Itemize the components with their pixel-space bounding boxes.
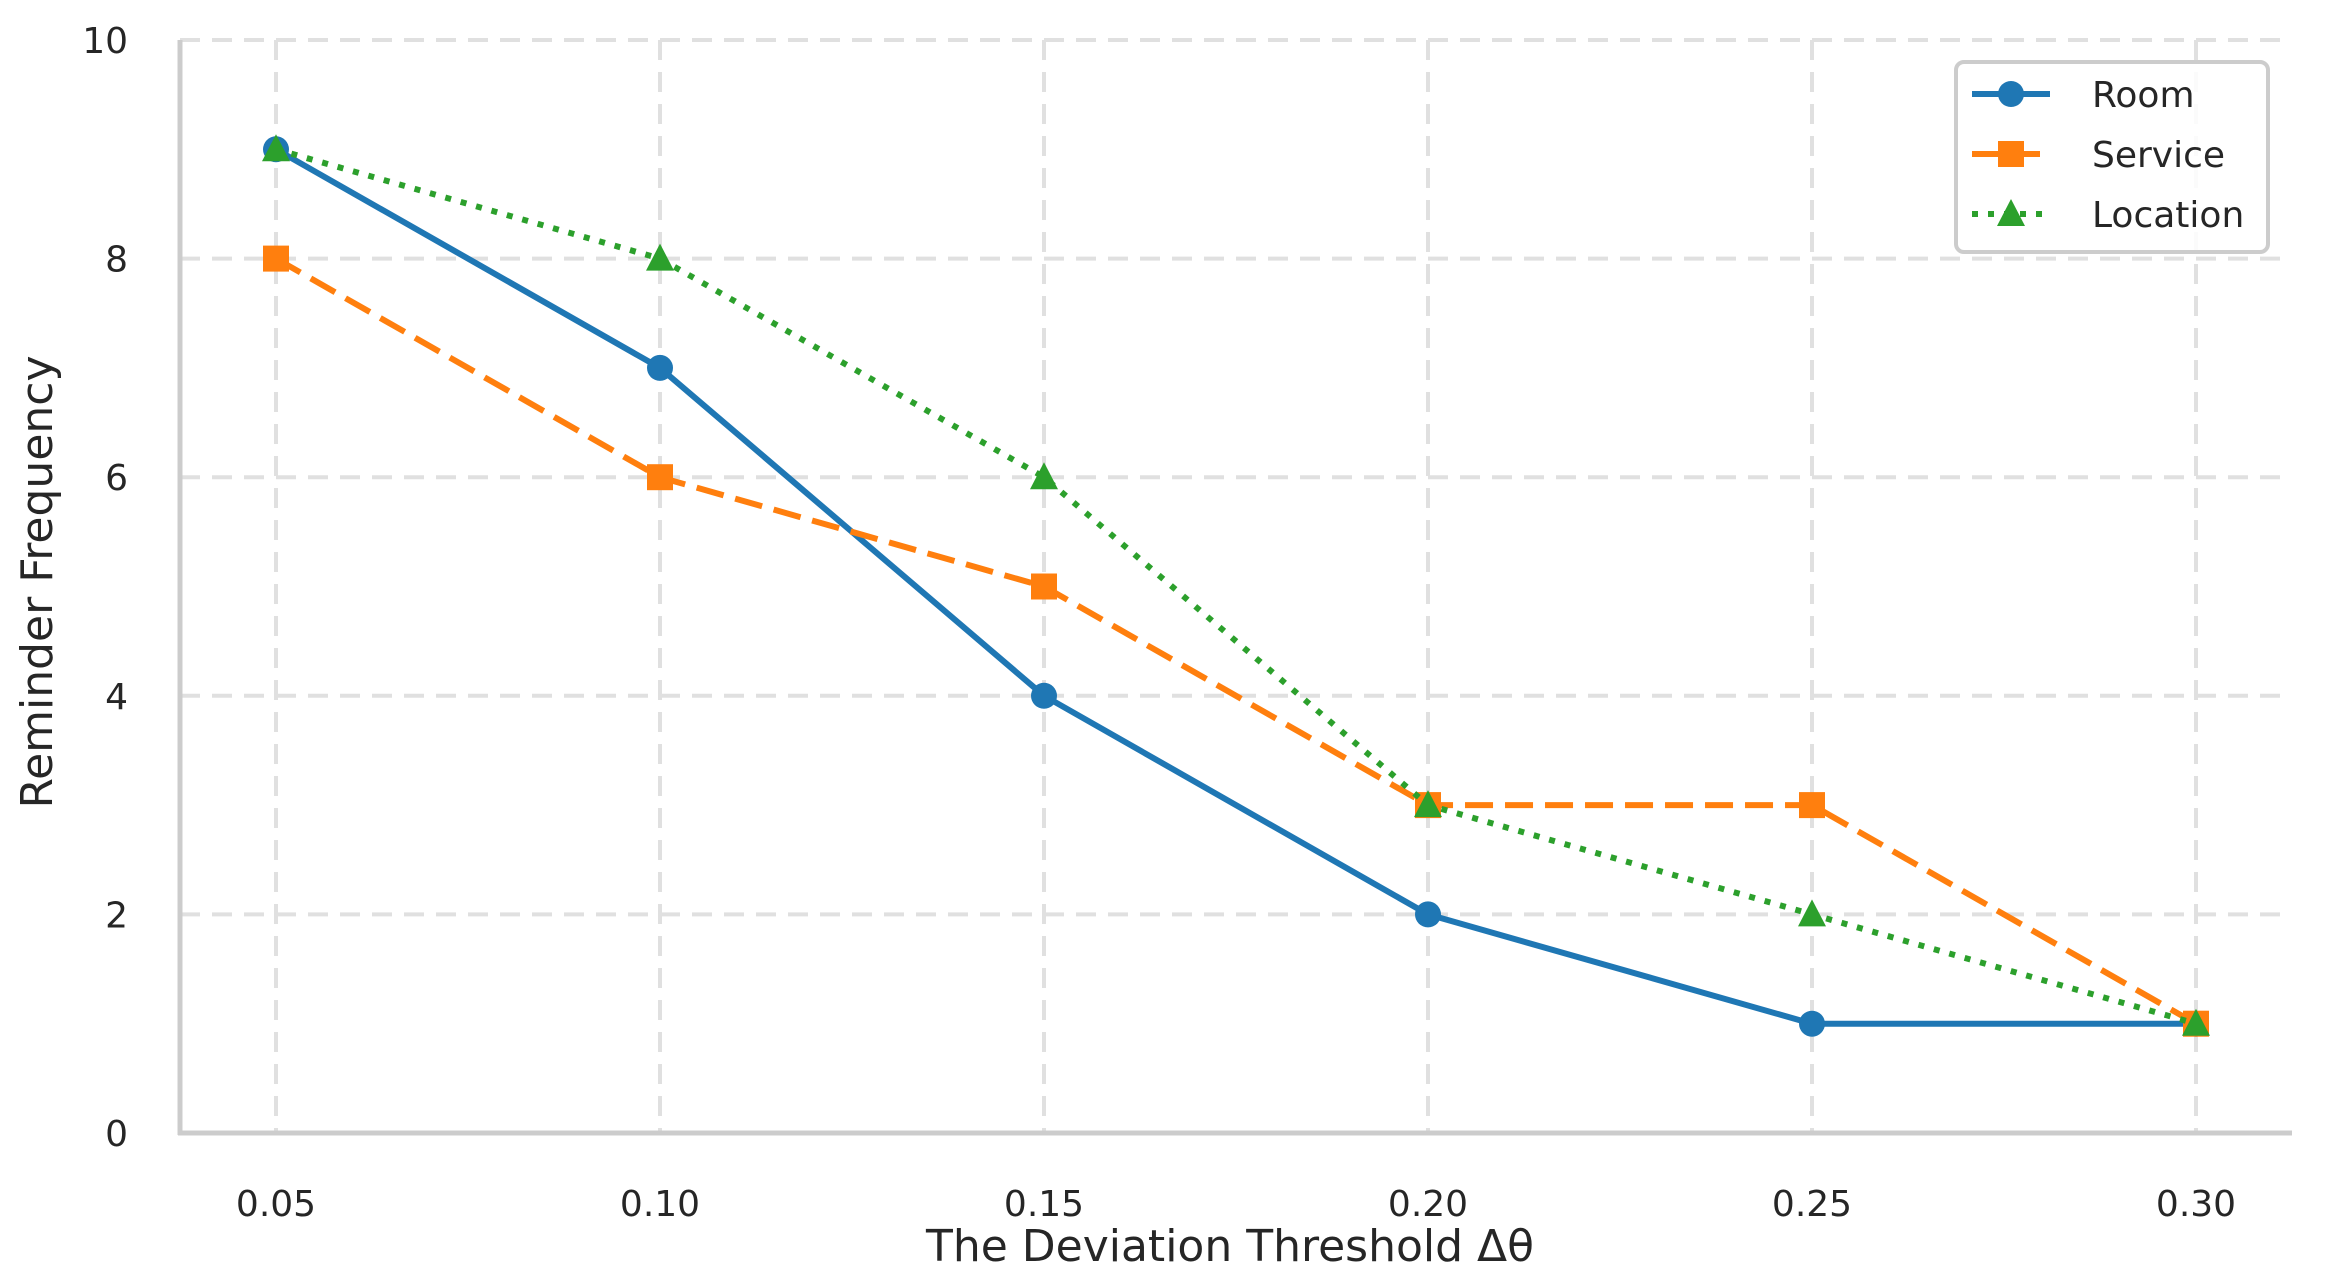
legend-marker-room [1998,81,2024,107]
x-tick-label: 0.05 [236,1184,316,1225]
data-point-location [1030,462,1058,490]
x-tick-label: 0.25 [1772,1184,1852,1225]
x-tick-label: 0.10 [620,1184,700,1225]
series-line-location [275,146,2197,1027]
data-point-service [1799,792,1825,819]
legend-frame [1954,60,2270,254]
legend-marker-location [1997,199,2025,226]
series-line-room [274,146,2196,1027]
legend-label-service: Service [2092,135,2225,176]
series-line-service [274,255,2198,1027]
x-tick-label: 0.20 [1388,1184,1468,1225]
y-tick-label: 4 [105,677,128,718]
y-axis-label: Reminder Frequency [12,355,63,808]
legend-entry-location: Location [1972,195,2244,236]
data-point-location [1798,899,1826,927]
series-room [263,136,2209,1037]
legend-marker-service [1998,141,2024,167]
data-point-location [262,134,290,162]
series-layer [262,134,2210,1037]
data-point-room [1031,682,1057,709]
data-point-room [1415,901,1441,928]
legend: Room Service Location [1954,60,2270,254]
x-axis-label: The Deviation Threshold Δθ [925,1221,1534,1272]
data-point-service [1031,573,1057,600]
y-tick-label: 8 [105,240,128,281]
data-point-location [1414,790,1442,818]
data-point-room [647,354,673,381]
legend-label-location: Location [2092,195,2244,236]
legend-entry-service: Service [1972,135,2225,176]
x-axis-ticks: 0.05 0.10 0.15 0.20 0.25 0.30 [236,1184,2236,1225]
legend-entry-room: Room [1972,75,2195,116]
data-point-service [263,245,289,272]
y-tick-label: 6 [105,458,128,499]
x-tick-label: 0.15 [1004,1184,1084,1225]
data-point-location [646,243,674,271]
y-axis-ticks: 0 2 4 6 8 10 [82,21,128,1155]
legend-label-room: Room [2092,75,2195,116]
data-point-location [2182,1008,2210,1036]
data-point-service [647,464,673,491]
axes [177,40,2292,1136]
series-location [262,134,2210,1036]
y-tick-label: 10 [82,21,128,62]
data-point-room [1799,1010,1825,1037]
y-tick-label: 2 [105,895,128,936]
y-tick-label: 0 [105,1114,128,1155]
x-tick-label: 0.30 [2156,1184,2236,1225]
